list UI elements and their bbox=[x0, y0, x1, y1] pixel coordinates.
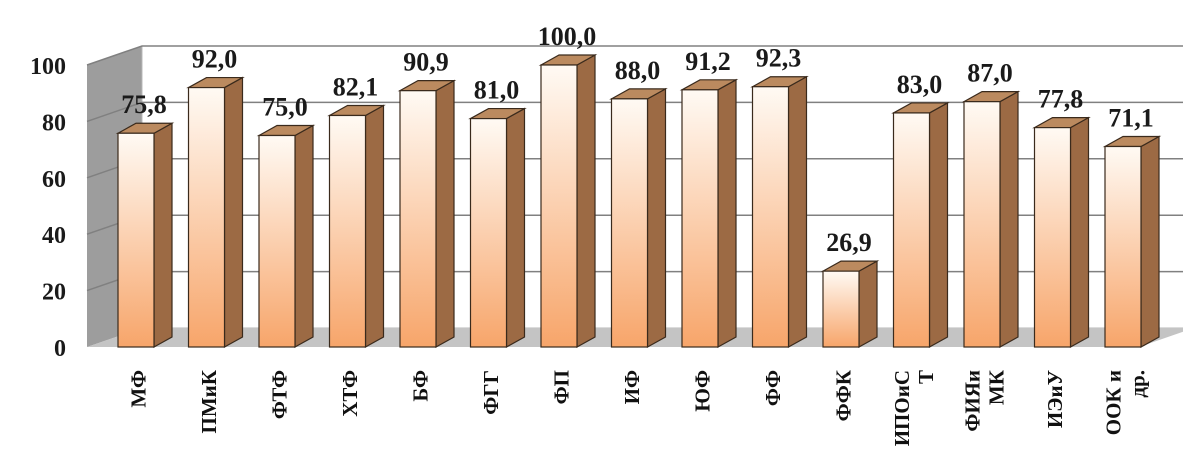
y-tick-label: 40 bbox=[42, 223, 66, 249]
category-label: ЮФ bbox=[690, 370, 714, 412]
data-label: 91,2 bbox=[685, 47, 731, 76]
category-label: Т bbox=[914, 370, 938, 384]
bar-front bbox=[1104, 145, 1142, 348]
category-label: БФ bbox=[408, 370, 432, 402]
bar-front bbox=[751, 86, 790, 348]
category-label: МК bbox=[984, 369, 1008, 405]
y-tick-label: 0 bbox=[54, 336, 66, 362]
category-label: ФТФ bbox=[267, 370, 291, 419]
bar-side bbox=[294, 124, 314, 349]
bar bbox=[327, 104, 386, 349]
bar-front bbox=[822, 270, 860, 348]
category-label: ФФК bbox=[831, 369, 855, 421]
bar-side bbox=[928, 101, 949, 349]
y-tick-label: 60 bbox=[42, 167, 66, 193]
category-labels: МФ ПМиК ФТФ ХТФ БФ ФГГ ФП ИФ ЮФ ФФ ФФК ИПОиС Т ФИЯи МК… bbox=[126, 369, 1149, 446]
data-label: 90,9 bbox=[403, 48, 449, 77]
data-label: 82,1 bbox=[333, 72, 379, 101]
bar bbox=[538, 53, 598, 349]
bar bbox=[186, 76, 245, 349]
data-label: 81,0 bbox=[474, 76, 520, 105]
data-label: 100,0 bbox=[538, 22, 597, 51]
data-label: 77,8 bbox=[1038, 85, 1084, 114]
bar-side bbox=[153, 122, 173, 349]
y-tick-label: 20 bbox=[42, 280, 66, 306]
y-tick-label: 80 bbox=[42, 110, 66, 136]
bar-front bbox=[610, 98, 649, 348]
y-tick-label: 100 bbox=[30, 54, 66, 80]
bar-front bbox=[258, 134, 296, 348]
bar-front bbox=[1033, 127, 1072, 348]
bar-front bbox=[540, 64, 578, 348]
data-label: 92,3 bbox=[756, 44, 802, 73]
bar bbox=[961, 90, 1021, 349]
category-label: ФФ bbox=[761, 370, 785, 406]
bar-side bbox=[999, 90, 1019, 349]
bar bbox=[1102, 135, 1162, 349]
bar-side bbox=[576, 53, 596, 349]
bar-side bbox=[787, 75, 808, 349]
bar bbox=[256, 124, 316, 349]
bar-side bbox=[858, 260, 878, 349]
data-label: 75,0 bbox=[262, 93, 308, 122]
bars bbox=[115, 53, 1162, 349]
category-label: ИПОиС bbox=[890, 370, 914, 446]
category-label: МФ bbox=[126, 370, 150, 408]
data-label: 75,8 bbox=[121, 90, 167, 119]
bar bbox=[468, 107, 527, 349]
bar-side bbox=[1140, 135, 1160, 349]
category-label: ИЭиУ bbox=[1043, 370, 1067, 428]
data-labels: 75,8 92,0 75,0 82,1 90,9 81,0 100,0 88,0 91,2 92,… bbox=[121, 22, 1154, 257]
bar-front bbox=[328, 114, 367, 348]
bar-side bbox=[364, 104, 385, 349]
data-label: 88,0 bbox=[615, 56, 661, 85]
bar bbox=[609, 87, 668, 349]
bar-front bbox=[399, 90, 437, 348]
bar-side bbox=[505, 107, 526, 349]
bar bbox=[1032, 116, 1091, 349]
bar-front bbox=[117, 132, 155, 348]
data-label: 87,0 bbox=[967, 59, 1013, 88]
category-label: ИФ bbox=[620, 370, 644, 404]
bar-side bbox=[435, 79, 455, 349]
bar bbox=[820, 260, 880, 349]
bar bbox=[750, 75, 809, 349]
data-label: 83,0 bbox=[897, 70, 943, 99]
bar-front bbox=[681, 89, 719, 348]
bar-front bbox=[187, 86, 226, 348]
category-label: ФГГ bbox=[479, 370, 503, 415]
bar-front bbox=[469, 117, 508, 348]
data-label: 26,9 bbox=[826, 228, 872, 257]
bar-side bbox=[1069, 116, 1090, 349]
bar-front bbox=[963, 101, 1001, 348]
bar bbox=[679, 78, 739, 349]
category-label: др. bbox=[1125, 370, 1149, 398]
gridline bbox=[86, 45, 1183, 66]
bar-side bbox=[646, 87, 667, 349]
bar bbox=[115, 122, 175, 349]
data-label: 92,0 bbox=[192, 45, 238, 74]
bar-side bbox=[223, 76, 244, 349]
gridline bbox=[86, 101, 1183, 123]
bar bbox=[891, 101, 950, 349]
bar bbox=[397, 79, 457, 349]
category-label: ФП bbox=[549, 370, 573, 404]
data-label: 71,1 bbox=[1108, 103, 1154, 132]
bar-front bbox=[892, 112, 931, 348]
category-label: ПМиК bbox=[197, 369, 221, 433]
category-label: ХТФ bbox=[338, 370, 362, 417]
bar-side bbox=[717, 78, 737, 349]
category-label: ООК и bbox=[1101, 370, 1125, 435]
category-label: ФИЯи bbox=[960, 370, 984, 432]
y-axis-tick-labels: 0 20 40 60 80 100 bbox=[30, 54, 66, 362]
